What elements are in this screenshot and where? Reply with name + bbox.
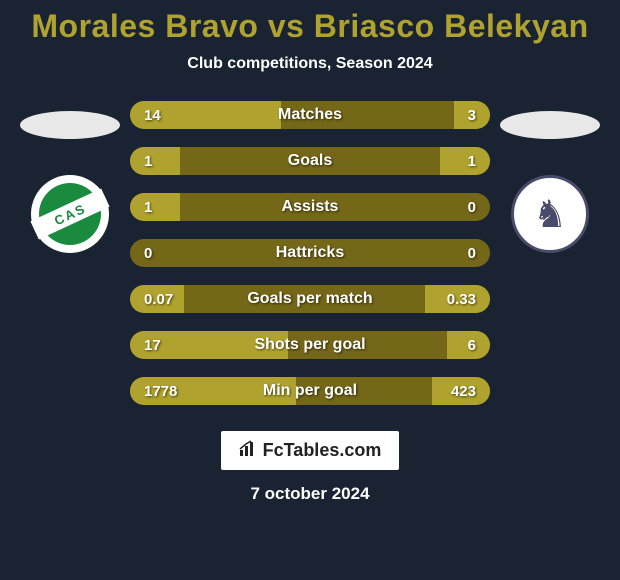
stat-bar: 00Hattricks bbox=[130, 239, 490, 267]
crest-right-icon: ♞ bbox=[533, 192, 567, 237]
stat-bar: 11Goals bbox=[130, 147, 490, 175]
club-crest-left: CAS bbox=[31, 175, 109, 253]
page-title: Morales Bravo vs Briasco Belekyan bbox=[31, 8, 588, 45]
player-silhouette-left bbox=[20, 111, 120, 139]
stat-bar: 143Matches bbox=[130, 101, 490, 129]
stats-bars: 143Matches 11Goals 10Assists 00Hattricks 0.0… bbox=[130, 101, 490, 405]
footer: FcTables.com 7 october 2024 bbox=[221, 431, 400, 504]
bar-label: Goals per match bbox=[130, 290, 490, 308]
left-player-col: CAS bbox=[10, 101, 130, 253]
stat-bar: 176Shots per goal bbox=[130, 331, 490, 359]
date-label: 7 october 2024 bbox=[250, 484, 369, 504]
subtitle: Club competitions, Season 2024 bbox=[187, 55, 432, 73]
source-logo-text: FcTables.com bbox=[263, 440, 382, 461]
club-crest-right: ♞ bbox=[511, 175, 589, 253]
main-row: CAS 143Matches 11Goals 10Assists 00Hattrick… bbox=[0, 101, 620, 405]
stat-bar: 10Assists bbox=[130, 193, 490, 221]
right-player-col: ♞ bbox=[490, 101, 610, 253]
bar-label: Shots per goal bbox=[130, 336, 490, 354]
chart-icon bbox=[239, 439, 257, 462]
bar-label: Goals bbox=[130, 152, 490, 170]
player-silhouette-right bbox=[500, 111, 600, 139]
comparison-infographic: Morales Bravo vs Briasco Belekyan Club c… bbox=[0, 0, 620, 580]
bar-label: Hattricks bbox=[130, 244, 490, 262]
stat-bar: 0.070.33Goals per match bbox=[130, 285, 490, 313]
bar-label: Matches bbox=[130, 106, 490, 124]
bar-label: Min per goal bbox=[130, 382, 490, 400]
stat-bar: 1778423Min per goal bbox=[130, 377, 490, 405]
source-logo: FcTables.com bbox=[221, 431, 400, 470]
bar-label: Assists bbox=[130, 198, 490, 216]
